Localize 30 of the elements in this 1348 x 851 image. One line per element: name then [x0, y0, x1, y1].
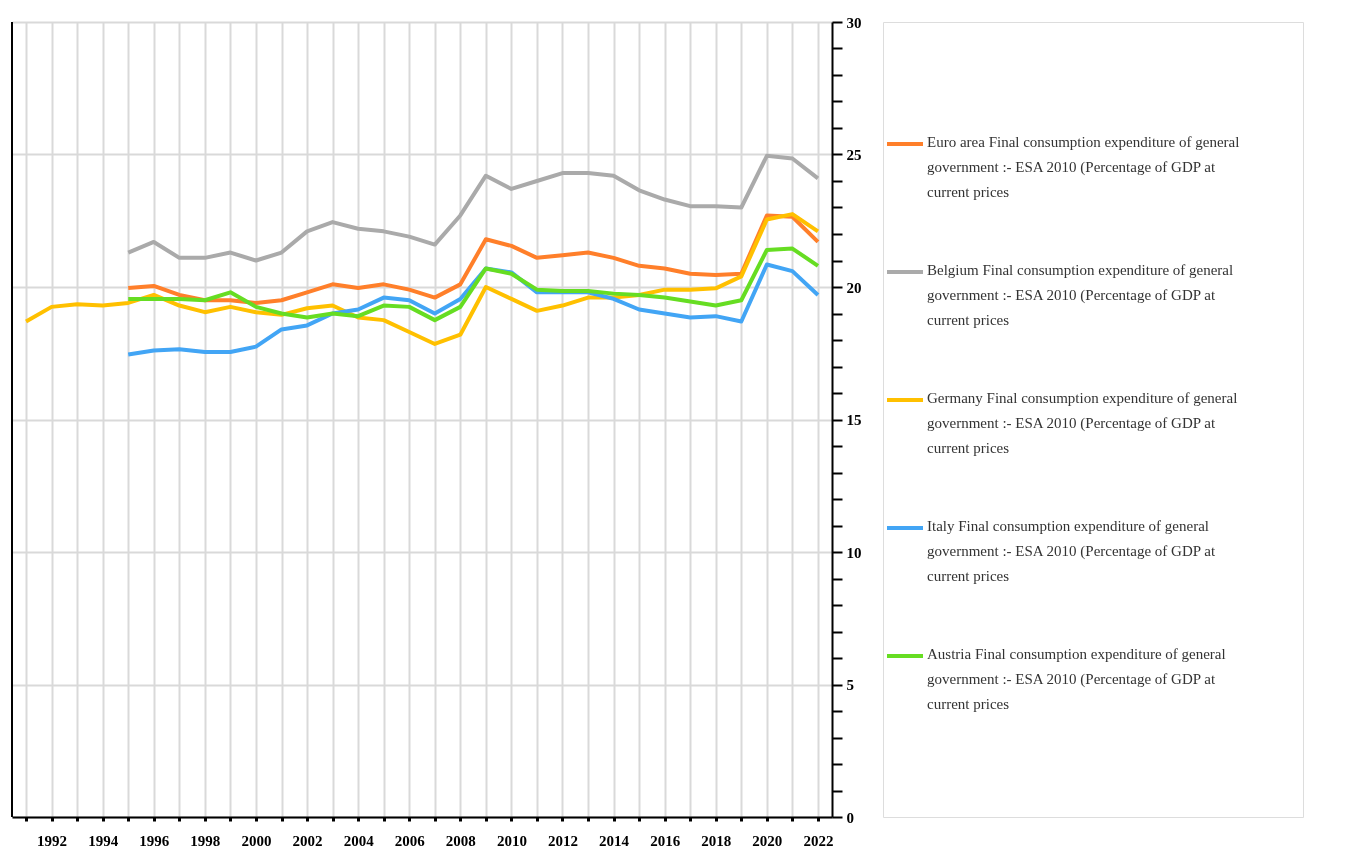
legend-label: Belgium Final consumption expenditure of general government :- ESA 2010 (Percentage of GDP at current prices — [927, 262, 1234, 328]
line-series — [126, 153, 820, 263]
x-tick-label: 2010 — [496, 832, 527, 849]
x-tick-label: 2020 — [752, 832, 783, 849]
line-series — [126, 246, 820, 323]
y-tick-label: 5 — [846, 677, 854, 693]
x-tick-label: 2004 — [343, 832, 375, 849]
x-tick-label: 2008 — [445, 832, 476, 849]
x-tick-label: 1996 — [139, 832, 170, 849]
x-tick-label: 2016 — [650, 832, 681, 849]
x-tick-label: 2014 — [599, 832, 630, 849]
x-tick-label: 2000 — [241, 832, 272, 849]
x-tick-label: 1992 — [37, 832, 68, 849]
x-tick-label: 2018 — [701, 832, 732, 849]
y-tick-label: 10 — [846, 544, 862, 561]
x-tick-label: 2006 — [394, 832, 426, 849]
x-tick-label: 2012 — [548, 832, 578, 849]
y-tick-label: 25 — [846, 147, 862, 163]
x-tick-label: 1998 — [190, 832, 221, 849]
legend-label: Austria Final consumption expenditure of general government :- ESA 2010 (Percentage of GDP at current prices — [927, 646, 1226, 712]
y-tick-label: 15 — [846, 412, 862, 428]
x-tick-label: 2022 — [803, 832, 834, 849]
x-tick-label: 1994 — [88, 832, 119, 849]
legend-label: Italy Final consumption expenditure of general government :- ESA 2010 (Percentage of GDP at current prices — [927, 518, 1216, 584]
y-tick-label: 20 — [846, 279, 862, 296]
legend-label: Germany Final consumption expenditure of general government :- ESA 2010 (Percentage of GDP at current prices — [927, 390, 1238, 456]
legend-label: Euro area Final consumption expenditure of general government :- ESA 2010 (Percentage of GDP at current prices — [927, 134, 1240, 200]
y-tick-label: 30 — [846, 14, 862, 31]
y-tick-label: 0 — [846, 809, 854, 826]
x-tick-label: 2002 — [292, 832, 323, 849]
